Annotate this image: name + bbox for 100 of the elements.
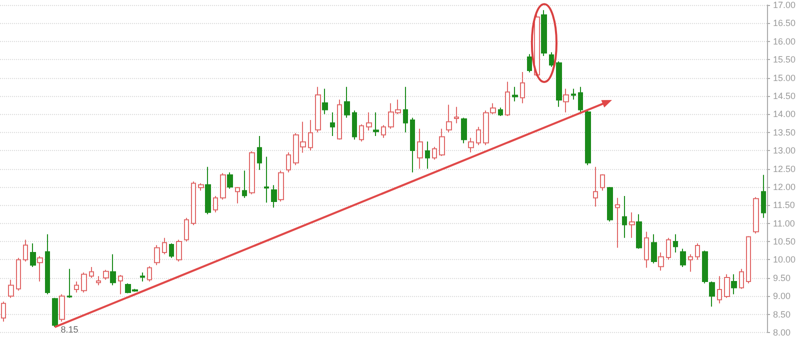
- candlestick: [688, 254, 693, 272]
- candlestick: [578, 86, 583, 113]
- candlestick: [432, 146, 437, 160]
- candlestick: [753, 196, 759, 234]
- candlestick: [593, 166, 598, 208]
- candlestick: [213, 196, 218, 213]
- candlestick: [89, 266, 94, 278]
- candlestick: [359, 124, 364, 142]
- y-tick-label: 13.50: [773, 127, 796, 138]
- candlestick: [110, 254, 116, 286]
- candlestick: [425, 140, 430, 170]
- candlestick: [709, 281, 715, 308]
- candlestick: [264, 156, 269, 204]
- annotation: 8.15: [60, 324, 78, 335]
- candlestick: [461, 117, 467, 144]
- candlestick: [154, 244, 160, 266]
- candlestick: [417, 128, 423, 170]
- candlestick: [147, 266, 152, 282]
- candlestick: [59, 294, 65, 322]
- candlestick: [271, 184, 277, 208]
- y-tick-label: 14.50: [773, 90, 796, 101]
- y-tick-label: 12.00: [773, 182, 796, 192]
- candlestick: [352, 110, 357, 140]
- candlestick: [746, 236, 751, 284]
- candlestick: [695, 242, 700, 260]
- candlestick: [37, 256, 43, 282]
- candlestick: [220, 172, 226, 200]
- candlestick: [198, 182, 204, 192]
- candlestick: [118, 274, 123, 295]
- candlestick: [16, 257, 21, 292]
- y-tick-label: 16.00: [773, 36, 796, 46]
- candlestick: [468, 137, 474, 153]
- candlestick: [176, 239, 182, 262]
- candlestick: [23, 239, 28, 262]
- candlestick: [81, 272, 87, 293]
- candlestick: [724, 274, 730, 298]
- candlestick: [739, 268, 744, 290]
- candlestick: [162, 237, 167, 255]
- candlestick: [622, 196, 627, 238]
- candlestick: [527, 54, 532, 73]
- candlestick: [520, 71, 525, 104]
- candlestick: [636, 214, 642, 250]
- candlestick: [439, 128, 445, 157]
- candlestick: [658, 252, 664, 272]
- candlestick: [45, 234, 50, 295]
- candlestick: [629, 212, 635, 238]
- candlestick: [67, 268, 72, 298]
- candlestick: [403, 86, 408, 133]
- candlestick: [673, 234, 678, 253]
- candlestick: [534, 14, 540, 76]
- candlestick: [549, 52, 554, 68]
- candlestick: [366, 112, 372, 132]
- candlestick: [666, 237, 671, 260]
- candlestick: [337, 99, 342, 140]
- y-tick-label: 13.00: [773, 146, 796, 156]
- candlestick: [476, 126, 481, 146]
- candlestick: [140, 272, 145, 282]
- candlestick: [96, 276, 101, 286]
- candlestick: [505, 81, 510, 116]
- candlestick: [286, 152, 291, 173]
- candlestick: [454, 106, 459, 124]
- y-tick-label: 17.00: [773, 0, 796, 10]
- candlestick: [717, 276, 722, 304]
- candlestick: [446, 104, 452, 133]
- candlestick: [651, 234, 657, 264]
- candlestick: [344, 86, 350, 118]
- candlestick: [761, 174, 766, 218]
- candlestick: [644, 231, 649, 268]
- candlestick: [52, 297, 58, 328]
- y-tick-label: 12.50: [773, 164, 796, 174]
- y-tick-label: 16.50: [773, 18, 796, 28]
- candlestick: [410, 117, 415, 173]
- candlestick: [169, 242, 174, 258]
- candlestick: [381, 124, 386, 138]
- candlestick: [556, 60, 562, 108]
- candlestick: [103, 269, 109, 280]
- candlestick: [322, 88, 328, 115]
- candlestick: [607, 186, 613, 222]
- candlestick: [8, 279, 14, 298]
- candlestick: [330, 112, 335, 136]
- candlestick: [563, 88, 569, 113]
- y-tick-label: 10.50: [773, 236, 796, 247]
- candlestick: [191, 180, 196, 226]
- candlestick: [373, 112, 379, 136]
- candlestick: [278, 170, 284, 202]
- y-tick-label: 8.50: [773, 309, 791, 320]
- y-tick-label: 9.50: [773, 272, 791, 283]
- candlestick: [512, 86, 518, 102]
- y-tick-label: 10.00: [773, 254, 796, 265]
- y-tick-label: 9.00: [773, 291, 791, 302]
- candlestick: [242, 170, 247, 198]
- candlestick: [30, 242, 36, 268]
- candlestick: [702, 250, 708, 284]
- candlestick: [571, 88, 576, 100]
- candlestick: [184, 217, 189, 242]
- candlestick: [249, 150, 255, 195]
- candlestick: [731, 274, 737, 295]
- y-tick-label: 15.50: [773, 54, 796, 65]
- candlestick: [205, 166, 211, 215]
- candlestick: [257, 136, 262, 170]
